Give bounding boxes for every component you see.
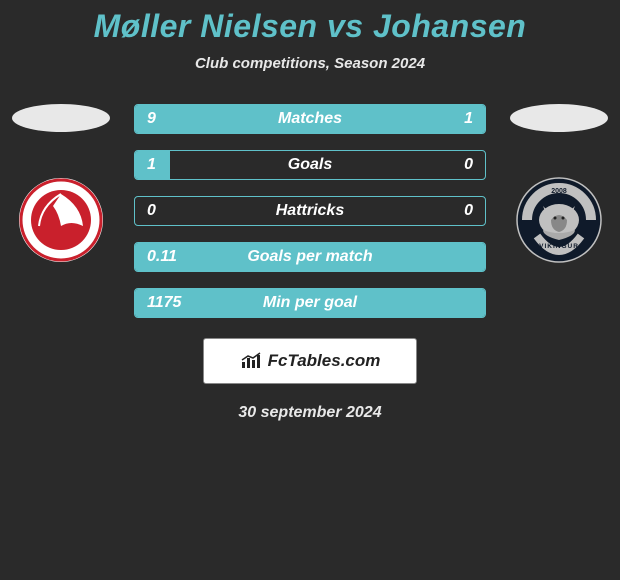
- stats-list: 91Matches 10Goals 00Hattricks 0.11Goals per…: [116, 104, 504, 334]
- right-column: 2008 VIKINGUR: [504, 104, 614, 264]
- team-crest-right: 2008 VIKINGUR: [509, 176, 609, 264]
- brand-text: FcTables.com: [268, 351, 381, 371]
- svg-text:2008: 2008: [551, 188, 567, 195]
- stats-area: 91Matches 10Goals 00Hattricks 0.11Goals per…: [0, 104, 620, 334]
- date-label: 30 september 2024: [0, 404, 620, 422]
- stat-row: 91Matches: [134, 104, 486, 134]
- stat-row: 10Goals: [134, 150, 486, 180]
- vikingur-crest-icon: 2008 VIKINGUR: [509, 176, 609, 264]
- comparison-card: Møller Nielsen vs Johansen Club competit…: [0, 0, 620, 422]
- brand-box[interactable]: FcTables.com: [203, 338, 417, 384]
- stat-row: 1175Min per goal: [134, 288, 486, 318]
- left-column: [6, 104, 116, 264]
- stat-row: 00Hattricks: [134, 196, 486, 226]
- player-ellipse-right: [510, 104, 608, 132]
- svg-text:VIKINGUR: VIKINGUR: [539, 243, 579, 250]
- bar-chart-icon: [240, 352, 262, 370]
- stat-label: Min per goal: [135, 294, 485, 312]
- subtitle: Club competitions, Season 2024: [0, 55, 620, 72]
- player-ellipse-left: [12, 104, 110, 132]
- stat-label: Goals: [135, 156, 485, 174]
- stat-label: Goals per match: [135, 248, 485, 266]
- red-circle-crest-icon: [11, 176, 111, 264]
- stat-row: 0.11Goals per match: [134, 242, 486, 272]
- page-title: Møller Nielsen vs Johansen: [0, 8, 620, 45]
- stat-label: Matches: [135, 110, 485, 128]
- stat-label: Hattricks: [135, 202, 485, 220]
- team-crest-left: [11, 176, 111, 264]
